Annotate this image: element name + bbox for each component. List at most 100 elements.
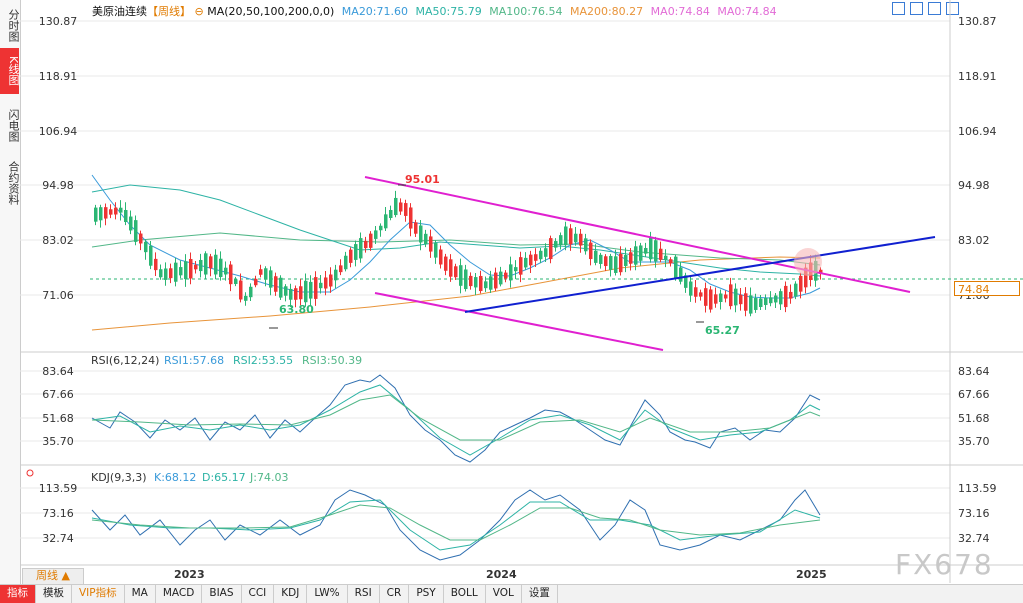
candle-body [634,246,638,265]
candle-body [309,281,313,299]
candle-body [779,291,783,305]
price-label-right: 94.98 [958,179,990,192]
annotation-low-1: 63.80 [279,303,314,316]
rsi3-value: RSI3:50.39 [302,354,362,367]
move-icon[interactable] [892,2,905,15]
candle-body [469,275,473,287]
candle-body [384,214,388,229]
candle-body [314,277,318,299]
candle-body [769,297,773,304]
settings-icon[interactable]: ⊖ [194,5,204,18]
candle-body [804,267,808,288]
toolbar-cr[interactable]: CR [380,585,410,603]
toolbar-lw[interactable]: LW% [307,585,348,603]
toolbar-vol[interactable]: VOL [486,585,522,603]
price-label-left: 83.02 [42,234,74,247]
candle-body [324,277,328,289]
candle-body [554,241,558,248]
toolbar-ma[interactable]: MA [125,585,156,603]
candle-body [474,277,478,288]
candle-body [234,279,238,285]
period-tag[interactable]: 【周线】 [147,5,191,18]
toolbar-templates[interactable]: 模板 [36,585,72,603]
candle-body [184,261,188,280]
candle-body [604,256,608,267]
candle-body [149,245,153,266]
symbol-name: 美原油连续 [92,5,147,18]
candle-body [694,287,698,297]
candlesticks [94,190,823,317]
candle-body [94,207,98,222]
candle-body [524,257,528,268]
toolbar-bias[interactable]: BIAS [202,585,242,603]
trend-line[interactable] [464,236,936,313]
side-tab-bar: 分时图 K线图 闪电图 合约资料 [0,0,21,602]
kdj-label-left: 32.74 [42,532,74,545]
rsi-label-right: 67.66 [958,388,990,401]
candle-body [789,291,793,299]
zoom-out-icon[interactable] [928,2,941,15]
toolbar-indicators[interactable]: 指标 [0,585,36,603]
candle-body [609,255,613,270]
kdj-label-right: 73.16 [958,507,990,520]
rsi-title: RSI(6,12,24) [91,354,159,367]
tab-contract-info[interactable]: 合约资料 [7,161,20,205]
candle-body [389,209,393,219]
period-selector[interactable]: 周线 ▲ [22,568,84,585]
candle-body [564,226,568,246]
candle-body [744,293,748,311]
toolbar-psy[interactable]: PSY [409,585,444,603]
price-label-left: 118.91 [39,70,78,83]
candle-body [444,256,448,271]
kdj-k-value: K:68.12 [154,471,196,484]
zoom-in-icon[interactable] [910,2,923,15]
candle-body [369,233,373,248]
tab-timeshare[interactable]: 分时图 [7,8,20,42]
channel-upper-line[interactable] [364,176,911,293]
candle-body [819,269,823,274]
candle-body [289,288,293,300]
current-price-tag: 74.84 [954,281,1020,296]
fullscreen-icon[interactable] [946,2,959,15]
toolbar-kdj[interactable]: KDJ [274,585,308,603]
toolbar-vip[interactable]: VIP指标 [72,585,125,603]
kdj-label-right: 32.74 [958,532,990,545]
candle-body [594,250,598,263]
candle-body [494,272,498,289]
price-label-left: 94.98 [42,179,74,192]
ma-params[interactable]: MA(20,50,100,200,0,0) [207,5,335,18]
candle-body [514,267,518,272]
toolbar-settings[interactable]: 设置 [522,585,558,603]
candle-body [709,289,713,310]
candle-body [294,288,298,300]
toolbar-macd[interactable]: MACD [156,585,203,603]
candle-body [364,240,368,249]
candle-body [134,220,138,242]
price-label-right: 83.02 [958,234,990,247]
candle-body [699,292,703,297]
tab-flash[interactable]: 闪电图 [7,108,20,142]
kline-chart[interactable]: 130.87 118.91 106.94 94.98 83.02 71.06 1… [20,0,1023,583]
rsi-label-right: 35.70 [958,435,990,448]
candle-body [664,255,668,260]
channel-lower-line[interactable] [374,292,664,351]
toolbar-boll[interactable]: BOLL [444,585,486,603]
candle-body [374,230,378,239]
rsi-label-left: 83.64 [42,365,74,378]
candle-body [199,259,203,272]
candle-body [354,244,358,260]
toolbar-rsi[interactable]: RSI [348,585,380,603]
tab-kline[interactable]: K线图 [0,48,20,94]
candle-body [254,278,258,286]
kdj-settings-icon[interactable] [26,469,34,477]
toolbar-cci[interactable]: CCI [242,585,275,603]
candle-body [559,235,563,246]
candle-body [244,295,248,301]
candle-body [624,255,628,266]
candle-body [734,288,738,306]
kdj-label-left: 113.59 [39,482,78,495]
rsi-lines [91,374,821,463]
candle-body [224,267,228,275]
candle-body [724,294,728,299]
rsi-label-right: 51.68 [958,412,990,425]
